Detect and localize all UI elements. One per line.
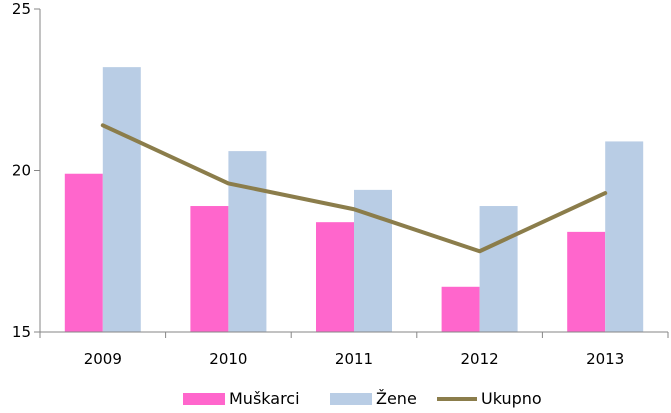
bar-muškarci-2009 [64,173,103,332]
axes-layer: 15 20 25 2009 2010 2011 2012 2013 [12,0,669,368]
bar-žene-2010 [228,151,267,332]
y-tick-label: 20 [12,162,31,180]
x-tick-label: 2011 [335,350,373,368]
legend-label-žene: Žene [376,389,417,408]
line-ukupno [100,123,608,254]
legend-swatch-muškarci [183,393,225,405]
bar-muškarci-2013 [567,231,606,332]
bar-muškarci-2012 [441,286,480,332]
y-tick-label: 25 [12,0,31,18]
bar-žene-2012 [479,206,518,332]
bar-muškarci-2011 [316,222,354,332]
x-tick-label: 2010 [209,350,247,368]
bar-muškarci-2010 [190,206,229,332]
legend-label-ukupno: Ukupno [481,389,542,408]
legend-label-muškarci: Muškarci [229,389,300,408]
legend-swatch-žene [330,393,372,405]
line-layer [100,123,608,254]
bar-žene-2013 [605,141,644,332]
bars-layer [64,67,644,332]
legend: Muškarci Žene Ukupno [183,389,542,408]
x-tick-label: 2009 [84,350,122,368]
bar-žene-2009 [102,67,141,332]
x-tick-label: 2012 [461,350,499,368]
x-tick-label: 2013 [586,350,624,368]
y-tick-label: 15 [12,323,31,341]
